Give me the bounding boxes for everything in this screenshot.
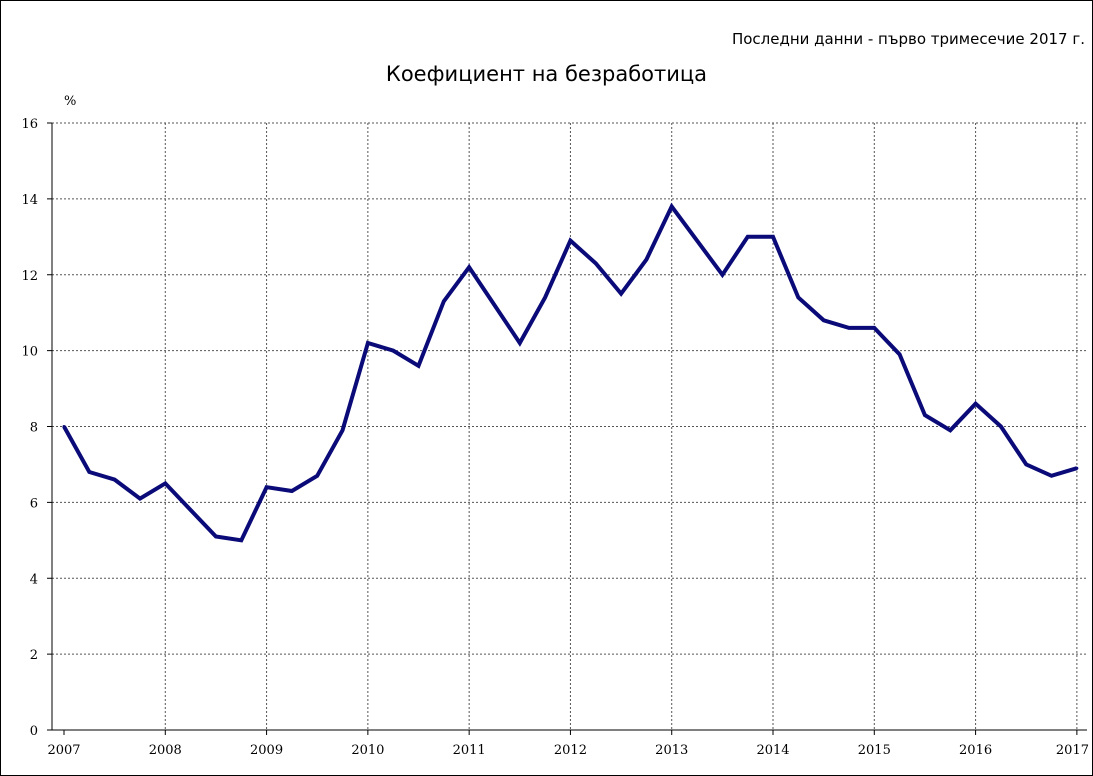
y-tick-label: 6 bbox=[30, 496, 38, 511]
data-point bbox=[1050, 474, 1054, 478]
x-tick-label: 2014 bbox=[756, 743, 789, 758]
x-tick-label: 2007 bbox=[47, 743, 80, 758]
data-point bbox=[948, 428, 952, 432]
data-point bbox=[898, 352, 902, 356]
data-point bbox=[315, 474, 319, 478]
data-point bbox=[796, 296, 800, 300]
data-point bbox=[594, 261, 598, 265]
x-tick-label: 2013 bbox=[655, 743, 688, 758]
data-point bbox=[366, 341, 370, 345]
data-point bbox=[746, 235, 750, 239]
y-tick-label: 4 bbox=[30, 572, 38, 587]
data-point bbox=[265, 485, 269, 489]
data-point bbox=[442, 299, 446, 303]
data-point bbox=[417, 364, 421, 368]
x-tick-label: 2008 bbox=[149, 743, 182, 758]
data-point bbox=[113, 478, 117, 482]
y-axis-unit-label: % bbox=[64, 94, 77, 109]
data-point bbox=[467, 265, 471, 269]
x-tick-label: 2012 bbox=[554, 743, 587, 758]
data-point bbox=[720, 273, 724, 277]
data-point bbox=[872, 326, 876, 330]
data-point bbox=[695, 239, 699, 243]
chart-subtitle: Последни данни - първо тримесечие 2017 г… bbox=[731, 30, 1085, 48]
data-point bbox=[87, 470, 91, 474]
data-point bbox=[1024, 462, 1028, 466]
x-tick-label: 2010 bbox=[351, 743, 384, 758]
x-tick-label: 2009 bbox=[250, 743, 283, 758]
data-point bbox=[62, 425, 66, 428]
data-point bbox=[974, 402, 978, 406]
x-tick-labels: 2007 2008 2009 2010 2011 2012 2013 2014 2015 2016… bbox=[47, 743, 1089, 758]
data-point bbox=[214, 535, 218, 539]
y-tick-label: 10 bbox=[21, 345, 38, 360]
data-point bbox=[670, 204, 674, 208]
data-point bbox=[923, 413, 927, 417]
data-point bbox=[391, 349, 395, 353]
data-point bbox=[1075, 466, 1079, 470]
data-point bbox=[644, 258, 648, 262]
data-point bbox=[822, 318, 826, 322]
data-point bbox=[189, 508, 193, 512]
data-point bbox=[138, 497, 142, 501]
x-tick-label: 2011 bbox=[453, 743, 486, 758]
data-point bbox=[163, 481, 167, 485]
y-tick-label: 12 bbox=[21, 269, 38, 284]
y-tick-labels: 0 2 4 6 8 10 12 14 16 bbox=[21, 117, 38, 739]
data-point bbox=[341, 428, 345, 432]
y-tick-label: 16 bbox=[21, 117, 38, 132]
data-point bbox=[518, 341, 522, 345]
data-point bbox=[290, 489, 294, 493]
axes bbox=[47, 122, 1087, 735]
data-point bbox=[568, 239, 572, 243]
data-point bbox=[847, 326, 851, 330]
chart-title: Коефициент на безработица bbox=[385, 62, 708, 86]
data-point bbox=[619, 292, 623, 296]
x-tick-label: 2016 bbox=[959, 743, 992, 758]
series-group bbox=[62, 202, 1079, 543]
data-point bbox=[771, 235, 775, 239]
data-point bbox=[239, 538, 243, 542]
data-point bbox=[543, 296, 547, 300]
x-tick-label: 2017 bbox=[1056, 743, 1089, 758]
x-tick-label: 2015 bbox=[858, 743, 891, 758]
data-point bbox=[492, 303, 496, 307]
y-tick-label: 0 bbox=[30, 724, 38, 739]
y-tick-label: 2 bbox=[30, 648, 38, 663]
data-point bbox=[999, 425, 1003, 428]
y-tick-label: 14 bbox=[21, 193, 38, 208]
grid-lines bbox=[52, 122, 1087, 730]
y-tick-label: 8 bbox=[30, 421, 38, 436]
